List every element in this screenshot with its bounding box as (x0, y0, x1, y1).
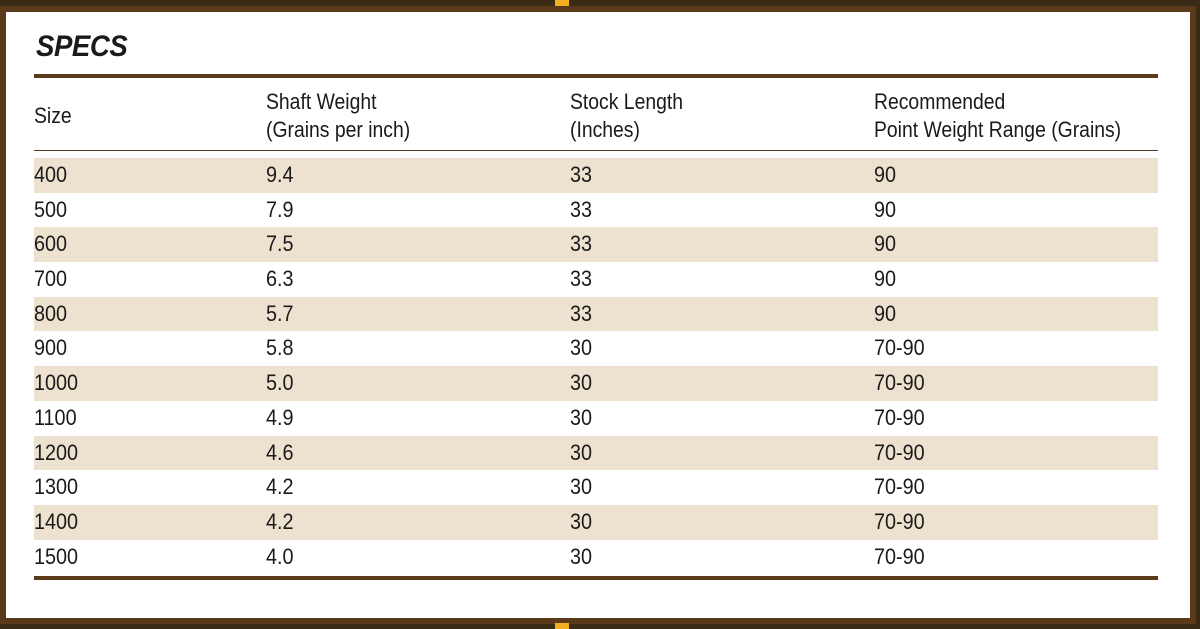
frame-accent-bottom (555, 623, 569, 629)
table-row: 1500 4.0 30 70-90 (34, 540, 1158, 575)
cell-point-weight: 70-90 (874, 474, 925, 500)
cell-point-weight: 90 (874, 196, 897, 222)
cell-shaft-weight: 4.9 (266, 404, 294, 430)
header-size-label: Size (34, 103, 72, 128)
cell-shaft-weight: 9.4 (266, 162, 294, 187)
cell-point-weight: 70-90 (874, 404, 925, 430)
header-point-weight-line1: Recommended (874, 89, 1006, 114)
cell-stock-length: 33 (570, 266, 593, 292)
header-shaft-weight: Shaft Weight (Grains per inch) (266, 88, 410, 144)
cell-stock-length: 33 (570, 196, 593, 222)
cell-stock-length: 30 (570, 370, 593, 396)
cell-stock-length: 30 (570, 439, 593, 465)
specs-table-body: 400 9.4 33 90 500 7.9 33 90 600 7.5 33 90 700 6.3 33 90… (34, 158, 1158, 574)
table-row: 1300 4.2 30 70-90 (34, 470, 1158, 505)
header-stock-length: Stock Length (Inches) (570, 88, 683, 144)
cell-point-weight: 70-90 (874, 370, 925, 396)
cell-size: 1200 (34, 439, 79, 465)
cell-point-weight: 70-90 (874, 439, 925, 465)
cell-size: 500 (34, 196, 68, 222)
table-row: 1000 5.0 30 70-90 (34, 366, 1158, 401)
cell-point-weight: 90 (874, 266, 897, 292)
cell-shaft-weight: 5.8 (266, 335, 294, 361)
cell-stock-length: 30 (570, 404, 593, 430)
table-row: 900 5.8 30 70-90 (34, 331, 1158, 366)
table-row: 1400 4.2 30 70-90 (34, 504, 1158, 540)
cell-stock-length: 30 (570, 543, 593, 569)
cell-size: 1500 (34, 543, 79, 569)
cell-shaft-weight: 7.9 (266, 196, 294, 222)
cell-stock-length: 33 (570, 231, 593, 257)
cell-size: 700 (34, 266, 68, 292)
cell-stock-length: 30 (570, 508, 593, 534)
cell-shaft-weight: 7.5 (266, 231, 294, 257)
cell-point-weight: 90 (874, 231, 897, 257)
header-shaft-weight-line2: (Grains per inch) (266, 117, 411, 142)
cell-size: 600 (34, 231, 68, 257)
header-shaft-weight-line1: Shaft Weight (266, 89, 377, 114)
cell-stock-length: 30 (570, 335, 593, 361)
cell-point-weight: 70-90 (874, 335, 925, 361)
cell-point-weight: 70-90 (874, 543, 925, 569)
top-rule (34, 74, 1158, 78)
cell-shaft-weight: 4.0 (266, 543, 294, 569)
header-rule (34, 150, 1158, 151)
header-stock-length-line1: Stock Length (570, 89, 684, 114)
cell-size: 1300 (34, 474, 79, 500)
cell-shaft-weight: 5.7 (266, 300, 294, 326)
table-row: 1100 4.9 30 70-90 (34, 401, 1158, 436)
table-row: 700 6.3 33 90 (34, 262, 1158, 297)
cell-stock-length: 30 (570, 474, 593, 500)
cell-point-weight: 90 (874, 162, 897, 187)
cell-size: 1000 (34, 370, 79, 396)
cell-size: 800 (34, 300, 68, 326)
cell-point-weight: 90 (874, 300, 897, 326)
bottom-rule (34, 576, 1158, 580)
table-row: 400 9.4 33 90 (34, 158, 1158, 193)
cell-shaft-weight: 4.2 (266, 474, 294, 500)
cell-shaft-weight: 4.2 (266, 508, 294, 534)
table-row: 600 7.5 33 90 (34, 227, 1158, 263)
page-title: SPECS (36, 30, 128, 63)
header-size: Size (34, 102, 72, 130)
cell-size: 1400 (34, 508, 79, 534)
table-row: 500 7.9 33 90 (34, 193, 1158, 228)
cell-stock-length: 33 (570, 162, 593, 187)
table-row: 1200 4.6 30 70-90 (34, 435, 1158, 471)
cell-stock-length: 33 (570, 300, 593, 326)
table-row: 800 5.7 33 90 (34, 296, 1158, 332)
cell-shaft-weight: 5.0 (266, 370, 294, 396)
cell-size: 400 (34, 162, 68, 187)
cell-size: 900 (34, 335, 68, 361)
cell-size: 1100 (34, 404, 77, 430)
header-stock-length-line2: (Inches) (570, 117, 640, 142)
header-point-weight-line2: Point Weight Range (Grains) (874, 117, 1122, 142)
specs-card: SPECS Size Shaft Weight (Grains per inch… (6, 12, 1190, 618)
cell-shaft-weight: 6.3 (266, 266, 294, 292)
header-point-weight: Recommended Point Weight Range (Grains) (874, 88, 1121, 144)
frame-accent-top (555, 0, 569, 6)
cell-point-weight: 70-90 (874, 508, 925, 534)
cell-shaft-weight: 4.6 (266, 439, 294, 465)
